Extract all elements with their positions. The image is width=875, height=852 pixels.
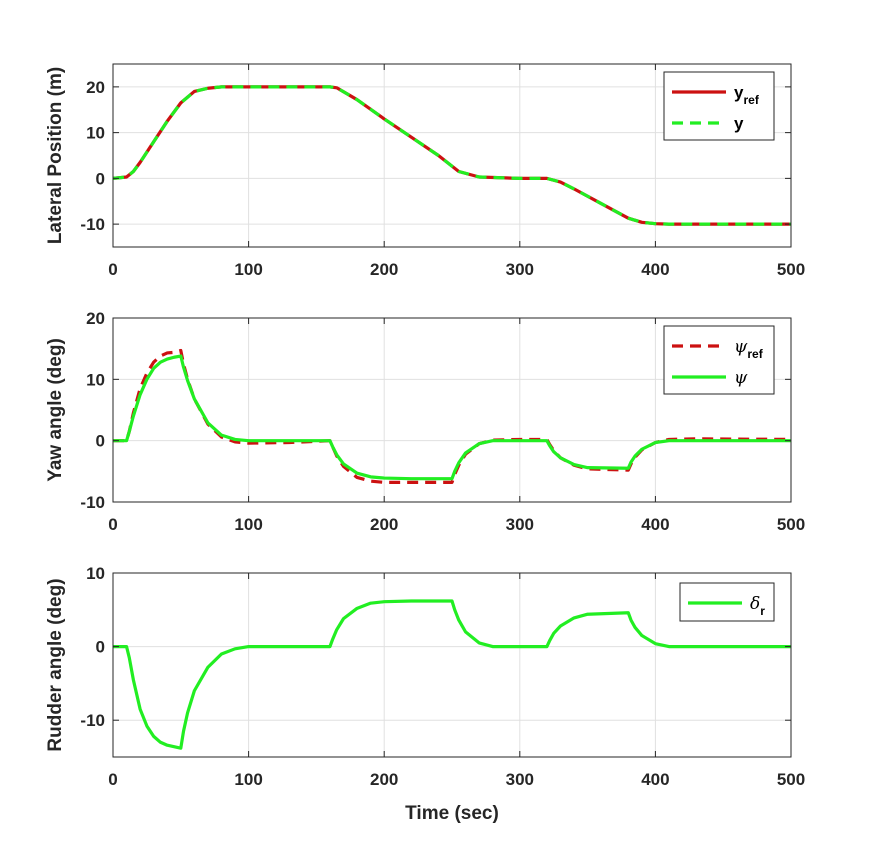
- chart-panel-1: 0 100 200 300 400 500 -10 0 10 20 Lateral Position…: [45, 63, 805, 279]
- legend-box: [663, 325, 775, 395]
- y-tick-label: 20: [86, 309, 105, 328]
- x-tick-label: 100: [234, 260, 262, 279]
- y-axis-label: Lateral Position (m): [45, 67, 66, 244]
- y-tick-label: -10: [80, 493, 105, 512]
- y-axis-label: Rudder angle (deg): [45, 578, 66, 751]
- x-tick-label: 200: [370, 770, 398, 789]
- x-tick-label: 500: [777, 515, 805, 534]
- chart-panel-3: 0 100 200 300 400 500 -10 0 10 Rudder angle (deg)…: [45, 564, 805, 824]
- axes-box: [112, 572, 792, 758]
- legend: ψref ψ: [663, 325, 775, 395]
- x-tick-label: 300: [506, 515, 534, 534]
- series-line-y: [113, 85, 791, 226]
- y-tick-label: -10: [80, 711, 105, 730]
- y-axis-label: Yaw angle (deg): [45, 338, 66, 482]
- legend-label: ψref: [734, 337, 764, 361]
- y-tick-label: -10: [80, 215, 105, 234]
- x-tick-label: 500: [777, 260, 805, 279]
- x-tick-label: 200: [370, 260, 398, 279]
- x-tick-label: 200: [370, 515, 398, 534]
- y-tick-label: 10: [86, 370, 105, 389]
- legend-label: ψ: [734, 368, 748, 388]
- y-tick-label: 0: [96, 432, 105, 451]
- legend-label: δr: [750, 594, 765, 618]
- axes-box: [112, 63, 792, 248]
- x-axis-label: Time (sec): [405, 803, 499, 824]
- x-tick-label: 0: [108, 515, 117, 534]
- x-tick-label: 500: [777, 770, 805, 789]
- y-tick-label: 10: [86, 124, 105, 143]
- legend-label: yref: [734, 83, 760, 107]
- x-tick-label: 0: [108, 770, 117, 789]
- x-tick-label: 400: [641, 770, 669, 789]
- legend: δr: [679, 582, 775, 622]
- x-tick-label: 300: [506, 770, 534, 789]
- x-tick-label: 100: [234, 770, 262, 789]
- x-tick-label: 400: [641, 515, 669, 534]
- legend-label: y: [734, 114, 744, 133]
- x-tick-label: 400: [641, 260, 669, 279]
- series-line--r: [113, 599, 791, 750]
- y-tick-label: 0: [96, 169, 105, 188]
- legend-box: [663, 71, 775, 141]
- legend: yref y: [663, 71, 775, 141]
- x-tick-label: 0: [108, 260, 117, 279]
- y-tick-label: 20: [86, 78, 105, 97]
- axes-box: [112, 317, 792, 503]
- x-tick-label: 300: [506, 260, 534, 279]
- y-tick-label: 0: [96, 638, 105, 657]
- series-line--: [113, 354, 791, 481]
- y-tick-label: 10: [86, 564, 105, 583]
- x-tick-label: 100: [234, 515, 262, 534]
